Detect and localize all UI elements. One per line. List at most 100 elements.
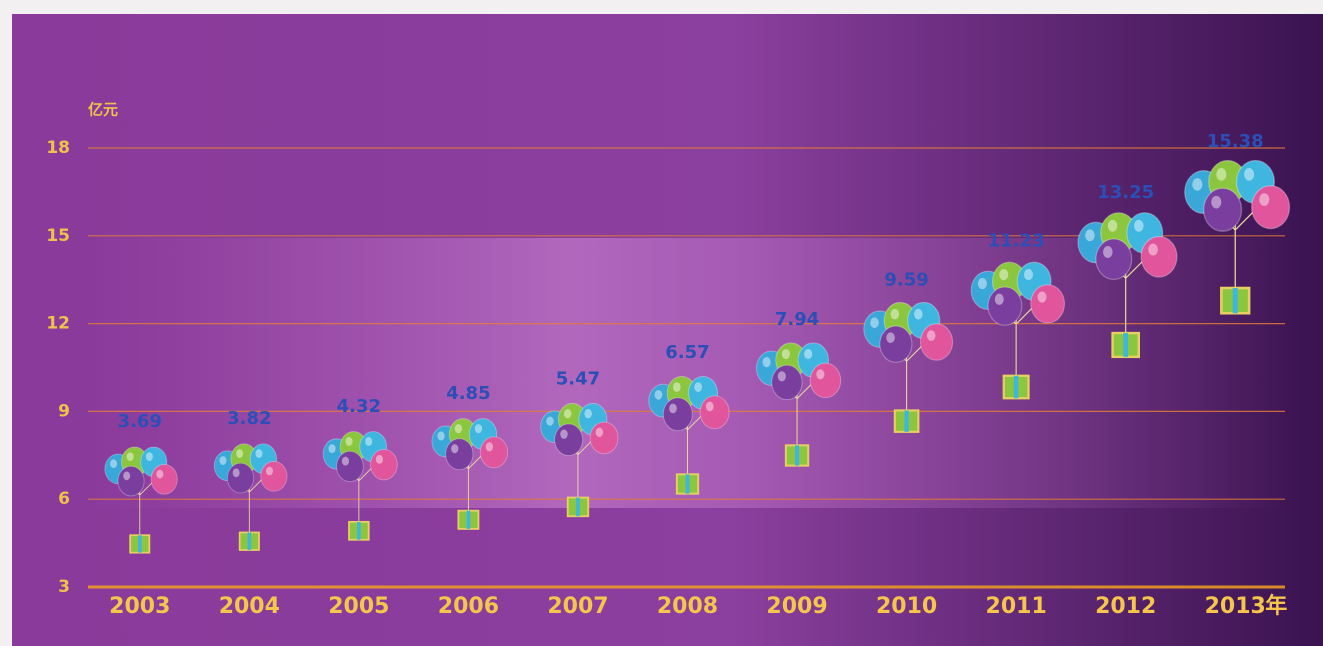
balloon-shine bbox=[255, 449, 263, 458]
balloon bbox=[554, 423, 584, 457]
balloon-shine bbox=[1259, 193, 1270, 206]
balloon-shine bbox=[1211, 195, 1222, 209]
balloon bbox=[150, 464, 178, 495]
value-label: 9.59 bbox=[884, 270, 928, 291]
balloon bbox=[987, 286, 1023, 326]
gift-ribbon bbox=[685, 474, 690, 494]
balloon-shine bbox=[886, 332, 895, 344]
balloon-shine bbox=[454, 424, 463, 434]
balloon bbox=[1095, 238, 1133, 281]
x-tick-label: 2008 bbox=[657, 594, 718, 619]
balloon-shine bbox=[110, 459, 118, 468]
balloon-shine bbox=[145, 452, 153, 462]
balloon-shine bbox=[474, 424, 483, 434]
x-unit: 年 bbox=[1265, 593, 1287, 619]
balloon-cluster bbox=[431, 418, 509, 530]
balloon-shine bbox=[926, 330, 936, 341]
balloon-shine bbox=[485, 442, 494, 452]
balloon bbox=[1030, 284, 1066, 324]
balloon-shine bbox=[236, 449, 244, 458]
balloon-shine bbox=[265, 466, 274, 476]
balloon-shine bbox=[123, 471, 131, 481]
gift-ribbon bbox=[357, 521, 361, 540]
value-label: 11.23 bbox=[988, 230, 1045, 251]
balloon-shine bbox=[669, 403, 677, 414]
balloon-cluster bbox=[1184, 159, 1291, 315]
gift-ribbon bbox=[795, 445, 800, 466]
balloon-shine bbox=[890, 308, 900, 320]
balloon-shine bbox=[328, 444, 336, 454]
balloon bbox=[1251, 185, 1291, 230]
balloon bbox=[662, 397, 693, 432]
balloon-shine bbox=[994, 293, 1004, 305]
x-tick-label: 2005 bbox=[328, 594, 389, 619]
gift-ribbon bbox=[247, 532, 252, 551]
balloon-shine bbox=[560, 429, 568, 439]
balloon-shine bbox=[375, 454, 384, 464]
balloon-cluster bbox=[104, 446, 178, 554]
x-tick-label: 2011 bbox=[986, 594, 1047, 619]
x-tick-label: 2013 bbox=[1205, 594, 1266, 619]
balloon-shine bbox=[365, 436, 373, 446]
balloon-shine bbox=[1216, 168, 1227, 181]
gift-ribbon bbox=[904, 410, 909, 432]
value-label: 3.82 bbox=[227, 408, 271, 429]
balloon bbox=[589, 421, 619, 455]
y-tick-label: 15 bbox=[46, 226, 70, 246]
x-tick-label: 2006 bbox=[438, 594, 499, 619]
balloon-shine bbox=[126, 452, 134, 462]
y-tick-label: 9 bbox=[58, 401, 70, 421]
balloon bbox=[260, 460, 288, 492]
balloon-shine bbox=[563, 408, 572, 419]
x-tick-label: 2003 bbox=[109, 594, 170, 619]
x-tick-label: 2007 bbox=[547, 594, 608, 619]
balloon-shine bbox=[816, 369, 825, 380]
balloon-shine bbox=[219, 456, 227, 465]
balloon bbox=[1203, 187, 1243, 232]
value-label: 13.25 bbox=[1097, 182, 1154, 203]
y-tick-label: 18 bbox=[46, 138, 70, 158]
balloon-shine bbox=[546, 416, 554, 426]
balloon-cluster bbox=[648, 375, 730, 495]
balloon-shine bbox=[341, 456, 350, 466]
balloon bbox=[370, 449, 398, 481]
balloon-shine bbox=[654, 390, 663, 400]
balloon-shine bbox=[437, 431, 445, 441]
value-label: 5.47 bbox=[556, 368, 600, 389]
value-label: 6.57 bbox=[665, 342, 709, 363]
balloon-shine bbox=[1024, 268, 1034, 281]
balloon-shine bbox=[1037, 291, 1047, 303]
balloon-shine bbox=[345, 436, 353, 446]
balloon-shine bbox=[595, 427, 604, 437]
balloon-shine bbox=[705, 401, 714, 412]
balloon-shine bbox=[694, 382, 703, 392]
balloon-shine bbox=[762, 357, 771, 368]
gift-ribbon bbox=[1232, 288, 1238, 314]
balloon-shine bbox=[777, 371, 786, 382]
balloon-cluster bbox=[1077, 212, 1178, 359]
value-label: 7.94 bbox=[775, 309, 819, 330]
balloon bbox=[879, 325, 913, 363]
x-tick-label: 2009 bbox=[766, 594, 827, 619]
y-tick-label: 12 bbox=[46, 314, 70, 334]
balloon-shine bbox=[584, 408, 592, 419]
balloon-shine bbox=[1244, 168, 1255, 181]
y-unit: 亿元 bbox=[88, 101, 118, 119]
balloon-shine bbox=[672, 382, 681, 392]
value-label: 15.38 bbox=[1207, 131, 1264, 152]
balloon-shine bbox=[1103, 246, 1113, 258]
y-tick-label: 6 bbox=[58, 489, 70, 509]
balloon-shine bbox=[156, 469, 164, 479]
balloon-shine bbox=[1107, 219, 1118, 232]
balloon bbox=[479, 436, 509, 469]
balloon bbox=[445, 438, 474, 471]
gift-ribbon bbox=[1013, 375, 1019, 399]
balloon bbox=[771, 364, 803, 401]
glow-band bbox=[90, 238, 1290, 508]
balloon-cluster bbox=[322, 431, 398, 541]
balloon-cluster bbox=[863, 301, 954, 433]
balloon-cluster bbox=[970, 261, 1066, 400]
balloon-shine bbox=[1134, 219, 1144, 232]
balloon-shine bbox=[870, 317, 879, 329]
